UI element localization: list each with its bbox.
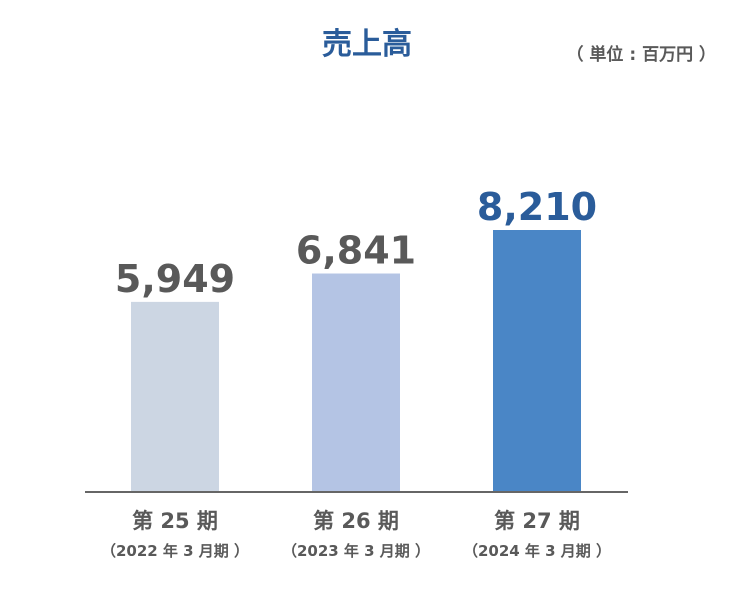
category-label-2: 第 26 期 — [313, 509, 399, 533]
category-label-3: 第 27 期 — [494, 509, 580, 533]
bar-3 — [493, 230, 581, 491]
bar-1 — [131, 301, 219, 491]
unit-label: （ 単位 : 百万円 ） — [567, 44, 716, 65]
bar-2 — [312, 273, 400, 491]
value-label-3: 8,210 — [477, 185, 597, 229]
period-label-3: （2024 年 3 月期 ） — [463, 542, 611, 560]
bars-group: 5,949 6,841 8,210 — [115, 185, 597, 491]
value-label-1: 5,949 — [115, 257, 235, 301]
period-label-2: （2023 年 3 月期 ） — [282, 542, 430, 560]
chart-title: 売上高 — [322, 27, 412, 62]
period-label-1: （2022 年 3 月期 ） — [101, 542, 249, 560]
value-label-2: 6,841 — [296, 229, 416, 273]
labels-group: 第 25 期 （2022 年 3 月期 ） 第 26 期 （2023 年 3 月期 ）… — [101, 509, 611, 560]
category-label-1: 第 25 期 — [132, 509, 218, 533]
